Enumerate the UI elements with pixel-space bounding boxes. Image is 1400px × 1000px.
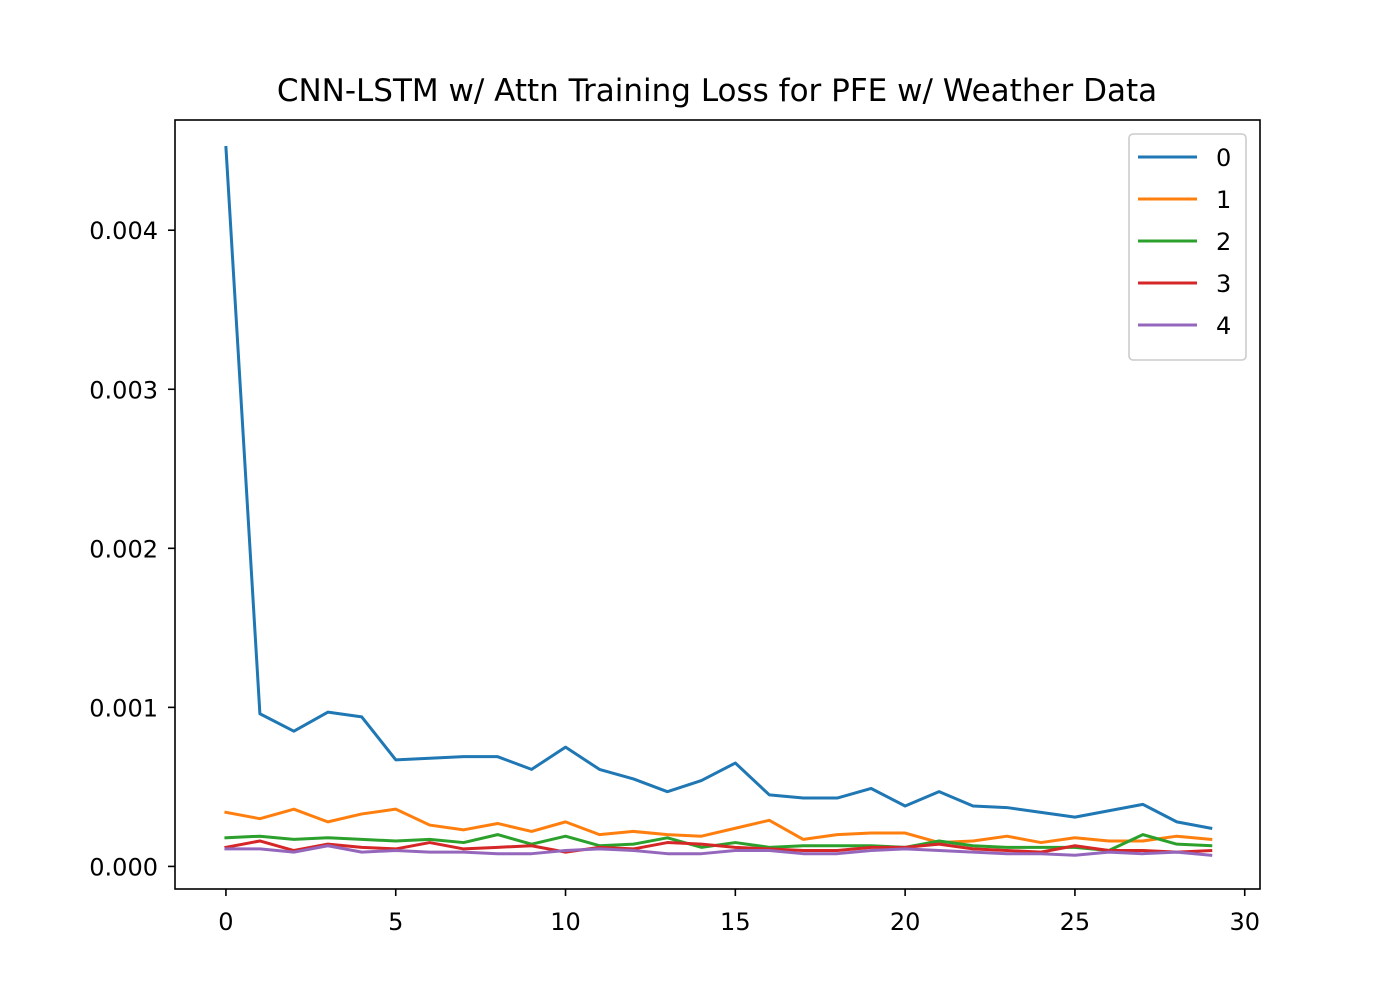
y-axis: 0.000 0.001 0.002 0.003 0.004 — [89, 217, 175, 881]
series-line-3 — [224, 839, 1213, 854]
y-tick-label: 0.001 — [89, 694, 158, 722]
x-tick-label: 25 — [1060, 908, 1091, 936]
x-tick-label: 15 — [720, 908, 751, 936]
series-line-4 — [224, 844, 1213, 857]
y-tick-label: 0.002 — [89, 535, 158, 563]
series-line-0 — [224, 145, 1213, 830]
series-line-1 — [224, 807, 1213, 845]
plot-area — [175, 120, 1260, 889]
legend-label: 4 — [1216, 312, 1231, 340]
legend: 0 1 2 3 4 — [1128, 133, 1247, 361]
x-tick-label: 0 — [218, 908, 233, 936]
legend-label: 3 — [1216, 270, 1231, 298]
x-tick-label: 5 — [388, 908, 403, 936]
x-tick-label: 10 — [550, 908, 581, 936]
legend-label: 1 — [1216, 186, 1231, 214]
series-layer — [224, 145, 1213, 857]
y-tick-label: 0.003 — [89, 376, 158, 404]
chart-title: CNN-LSTM w/ Attn Training Loss for PFE w… — [277, 73, 1157, 109]
legend-box — [1128, 133, 1247, 361]
legend-label: 2 — [1216, 228, 1231, 256]
x-tick-label: 30 — [1229, 908, 1260, 936]
x-axis: 0 5 10 15 20 25 30 — [218, 889, 1260, 936]
y-tick-label: 0.004 — [89, 217, 158, 245]
plot-frame — [174, 119, 1261, 890]
x-tick-label: 20 — [890, 908, 921, 936]
y-tick-label: 0.000 — [89, 853, 158, 881]
legend-label: 0 — [1216, 144, 1231, 172]
